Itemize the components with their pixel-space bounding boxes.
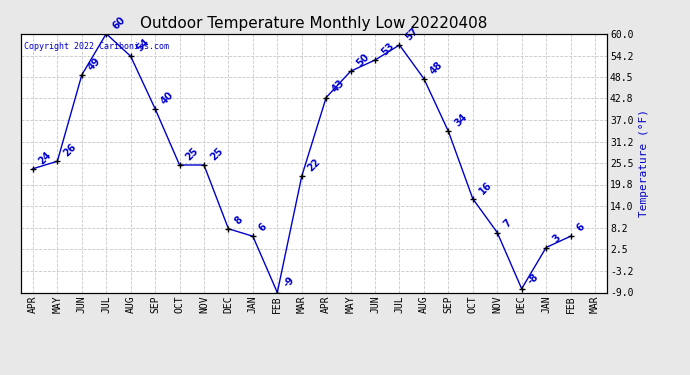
Y-axis label: Temperature (°F): Temperature (°F) [639,109,649,217]
Text: 25: 25 [208,146,225,162]
Text: Copyright 2022 Caribonics.com: Copyright 2022 Caribonics.com [23,42,168,51]
Text: 50: 50 [355,52,371,69]
Text: 54: 54 [135,37,151,54]
Text: 26: 26 [61,142,78,159]
Text: 40: 40 [159,89,176,106]
Text: 3: 3 [550,233,562,245]
Text: 60: 60 [110,14,127,31]
Text: 25: 25 [184,146,200,162]
Text: 22: 22 [306,157,322,174]
Text: 53: 53 [380,40,396,57]
Text: 6: 6 [257,222,269,234]
Text: 7: 7 [502,218,513,230]
Text: 24: 24 [37,149,54,166]
Text: 48: 48 [428,59,445,76]
Text: -9: -9 [282,275,296,290]
Text: -8: -8 [526,271,540,286]
Title: Outdoor Temperature Monthly Low 20220408: Outdoor Temperature Monthly Low 20220408 [140,16,488,31]
Text: 8: 8 [233,214,244,226]
Text: 57: 57 [404,26,420,42]
Text: 43: 43 [331,78,347,95]
Text: 6: 6 [575,222,586,234]
Text: 34: 34 [453,112,469,129]
Text: 16: 16 [477,179,493,196]
Text: 49: 49 [86,56,103,72]
